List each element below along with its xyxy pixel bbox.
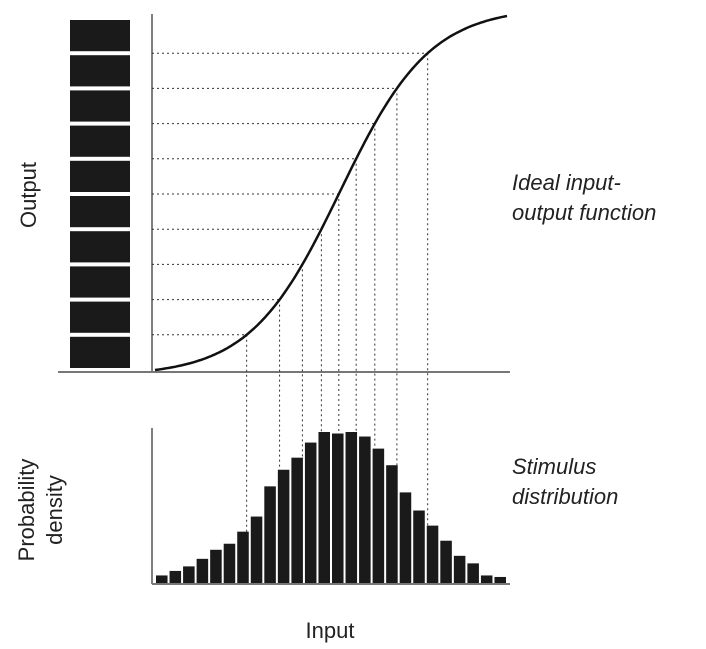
output-bin — [70, 301, 130, 333]
sigmoid-curve — [154, 14, 508, 372]
input-label: Input — [306, 618, 355, 643]
histogram-bar — [399, 492, 412, 583]
output-label: Output — [16, 162, 41, 228]
output-bin — [70, 90, 130, 122]
output-bin — [70, 55, 130, 87]
histogram-bar — [467, 563, 479, 583]
output-bin — [70, 336, 130, 368]
histogram-bar — [156, 575, 168, 583]
histogram-bar — [183, 566, 195, 583]
histogram-bar — [277, 469, 290, 583]
function-label: output function — [512, 200, 656, 225]
histogram-bar — [291, 457, 303, 583]
histogram-bar — [453, 555, 466, 583]
histogram-bar — [386, 465, 398, 583]
histogram-bar — [237, 531, 249, 583]
histogram-bar — [332, 433, 344, 583]
histogram-bar — [304, 442, 317, 583]
histogram-bar — [440, 540, 452, 583]
density-label: Probability — [14, 459, 39, 562]
histogram-bar — [318, 432, 330, 583]
histogram-bar — [196, 558, 209, 583]
function-label: Ideal input- — [512, 170, 621, 195]
distribution-label: Stimulus — [512, 454, 596, 479]
histogram-bar — [250, 516, 263, 583]
output-bin — [70, 231, 130, 263]
histogram-bar — [494, 576, 506, 583]
output-bins — [70, 20, 130, 368]
histogram-bar — [345, 432, 358, 583]
distribution-label: distribution — [512, 484, 618, 509]
histogram-bar — [359, 436, 371, 583]
histogram-bar — [372, 448, 385, 583]
histogram — [156, 432, 506, 583]
histogram-bar — [210, 549, 222, 583]
density-label: density — [42, 475, 67, 545]
histogram-bar — [426, 525, 439, 583]
guide-lines — [152, 52, 429, 532]
histogram-bar — [169, 570, 182, 583]
output-bin — [70, 266, 130, 298]
histogram-bar — [223, 543, 236, 583]
output-bin — [70, 196, 130, 228]
histogram-bar — [480, 575, 493, 583]
output-bin — [70, 20, 130, 52]
histogram-bar — [413, 510, 425, 583]
output-bin — [70, 160, 130, 192]
output-bin — [70, 125, 130, 157]
histogram-bar — [264, 486, 276, 583]
